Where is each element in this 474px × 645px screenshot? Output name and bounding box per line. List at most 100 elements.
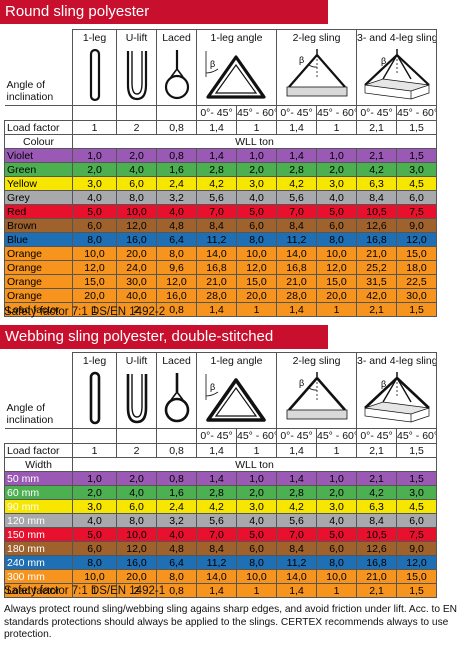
- inclination-label-line: Angle of: [6, 79, 46, 91]
- row-label: Blue: [4, 232, 73, 247]
- angle-spacer: [116, 428, 157, 444]
- wll-value: 4,2: [196, 499, 237, 514]
- wll-value: 4,2: [356, 485, 397, 500]
- wll-value: 20,0: [116, 569, 157, 584]
- wll-value: 3,2: [156, 190, 197, 205]
- wll-unit-label: WLL ton: [72, 457, 437, 472]
- sling-picture-cell: β: [196, 368, 277, 429]
- wll-value: 6,0: [72, 218, 117, 233]
- wll-value: 4,0: [316, 190, 357, 205]
- wll-value: 6,3: [356, 499, 397, 514]
- wll-value: 1,4: [196, 302, 237, 317]
- inclination-label-line: inclination: [6, 414, 54, 426]
- wll-value: 16,0: [156, 288, 197, 303]
- wll-value: 8,4: [196, 218, 237, 233]
- wll-value: 2,8: [196, 485, 237, 500]
- wll-value: 21,0: [196, 274, 237, 289]
- wll-value: 4,8: [156, 218, 197, 233]
- sling-type-header: 1-leg angle: [196, 29, 277, 45]
- laced-sling-icon: [164, 373, 189, 423]
- wll-value: 1,5: [396, 583, 437, 598]
- row-label: Orange: [4, 274, 73, 289]
- wll-value: 4,0: [116, 162, 157, 177]
- footnote: Always protect round sling/webbing sling…: [4, 604, 458, 640]
- one-leg-angle-icon: β: [205, 51, 266, 99]
- load-factor-value: 0,8: [156, 120, 197, 135]
- wll-value: 1,0: [236, 471, 277, 486]
- wll-value: 28,0: [276, 288, 317, 303]
- wll-value: 1,6: [156, 485, 197, 500]
- three-four-leg-sling-icon: β: [364, 49, 430, 100]
- one-leg-sling-icon: [89, 48, 100, 102]
- wll-value: 1,4: [196, 148, 237, 163]
- wll-value: 8,4: [356, 513, 397, 528]
- table-row: Orange 10,0 20,0 8,0 14,0 10,0 14,0 10,0 21,0 15,…: [4, 246, 471, 261]
- wll-value: 16,8: [356, 555, 397, 570]
- svg-text:β: β: [381, 56, 386, 66]
- wll-value: 5,6: [196, 190, 237, 205]
- row-label: Orange: [4, 260, 73, 275]
- wll-value: 6,0: [396, 190, 437, 205]
- wll-value: 1,0: [236, 148, 277, 163]
- row-key-label: Width: [4, 457, 73, 472]
- u-lift-sling-icon: [126, 51, 147, 101]
- u-lift-sling-icon: [126, 374, 147, 424]
- wll-value: 15,0: [396, 246, 437, 261]
- wll-value: 1: [236, 583, 277, 598]
- wll-value: 20,0: [116, 246, 157, 261]
- wll-value: 4,0: [72, 513, 117, 528]
- wll-value: 4,2: [276, 499, 317, 514]
- laced-sling-icon: [164, 50, 189, 100]
- wll-value: 30,0: [396, 288, 437, 303]
- sling-type-header: Laced: [156, 29, 197, 45]
- wll-value: 9,6: [156, 260, 197, 275]
- row-label: 180 mm: [4, 541, 73, 556]
- wll-value: 2,8: [196, 162, 237, 177]
- wll-value: 1,4: [196, 471, 237, 486]
- angle-range: 45° - 60°: [396, 105, 437, 121]
- angle-row-spacer: [4, 428, 73, 444]
- wll-value: 8,0: [236, 232, 277, 247]
- wll-value: 3,0: [316, 176, 357, 191]
- wll-value: 1,4: [276, 471, 317, 486]
- wll-value: 4,2: [276, 176, 317, 191]
- wll-value: 4,0: [72, 190, 117, 205]
- load-factor-value: 1: [236, 443, 277, 458]
- row-label: 50 mm: [4, 471, 73, 486]
- wll-value: 0,8: [156, 302, 197, 317]
- wll-value: 4,0: [316, 513, 357, 528]
- wll-value: 8,0: [72, 555, 117, 570]
- load-factor-value: 2,1: [356, 443, 397, 458]
- wll-value: 8,4: [196, 541, 237, 556]
- row-label: 150 mm: [4, 527, 73, 542]
- table-row: Orange 12,0 24,0 9,6 16,8 12,0 16,8 12,0 25,2 18,…: [4, 260, 471, 275]
- webbing-sling-table: 1-leg U-lift Laced 1-leg angle 2-leg sling 3-…: [4, 352, 471, 598]
- wll-value: 1,4: [276, 583, 317, 598]
- wll-value: 7,0: [196, 204, 237, 219]
- table-row: Orange 15,0 30,0 12,0 21,0 15,0 21,0 15,0 31,5 22…: [4, 274, 471, 289]
- angle-row-spacer: [4, 105, 73, 121]
- wll-value: 22,5: [396, 274, 437, 289]
- wll-value: 3,0: [316, 499, 357, 514]
- wll-value: 6,4: [156, 555, 197, 570]
- sling-type-header: Laced: [156, 352, 197, 368]
- wll-value: 8,0: [236, 555, 277, 570]
- wll-value: 21,0: [276, 274, 317, 289]
- table-row: 90 mm 3,0 6,0 2,4 4,2 3,0 4,2 3,0 6,3 4,5: [4, 499, 471, 514]
- sling-type-header: 2-leg sling: [276, 29, 357, 45]
- row-label: Green: [4, 162, 73, 177]
- sling-picture-cell: β: [356, 368, 437, 429]
- wll-value: 30,0: [116, 274, 157, 289]
- sling-pictures: Angle of inclination β β β: [4, 45, 471, 106]
- load-factor-value: 1: [72, 120, 117, 135]
- sling-type-header: 3- and 4-leg sling: [356, 29, 437, 45]
- angle-range: 45° - 60°: [396, 428, 437, 444]
- load-factor-value: 1,4: [196, 443, 237, 458]
- wll-value: 6,3: [356, 176, 397, 191]
- wll-value: 1,4: [276, 148, 317, 163]
- wll-value: 5,0: [316, 527, 357, 542]
- angle-range: 0°- 45°: [196, 105, 237, 121]
- table-row: 60 mm 2,0 4,0 1,6 2,8 2,0 2,8 2,0 4,2 3,0: [4, 485, 471, 500]
- two-leg-sling-icon: β: [286, 372, 347, 420]
- wll-value: 5,0: [236, 527, 277, 542]
